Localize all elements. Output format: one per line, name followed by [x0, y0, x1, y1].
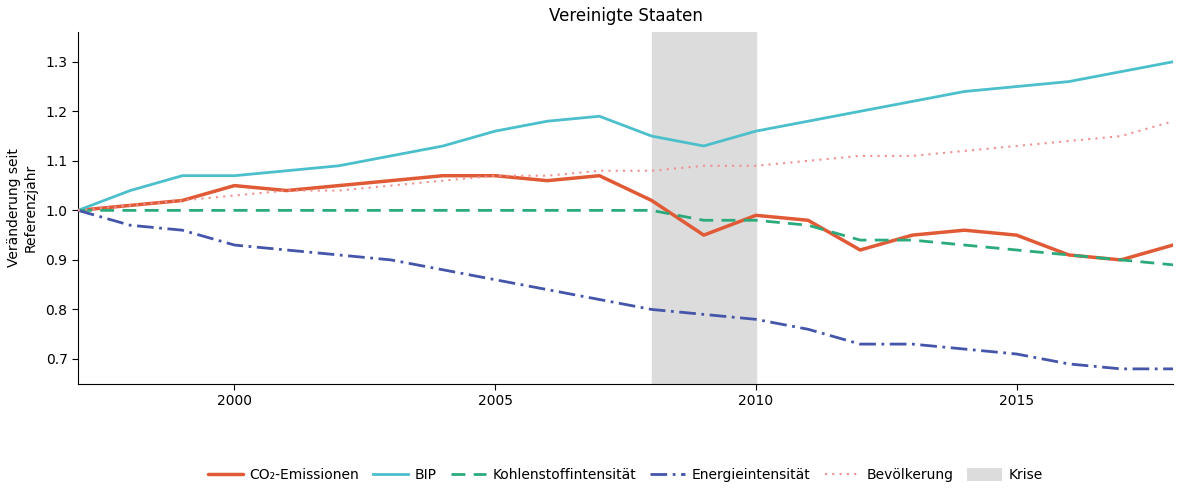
- Y-axis label: Veränderung seit
Referenzjahr: Veränderung seit Referenzjahr: [7, 149, 37, 267]
- Bar: [651, 32, 756, 384]
- Legend: CO₂-Emissionen, BIP, Kohlenstoffintensität, Energieintensität, Bevölkerung, Kris: CO₂-Emissionen, BIP, Kohlenstoffintensit…: [208, 468, 1043, 483]
- Title: Vereinigte Staaten: Vereinigte Staaten: [549, 7, 702, 25]
